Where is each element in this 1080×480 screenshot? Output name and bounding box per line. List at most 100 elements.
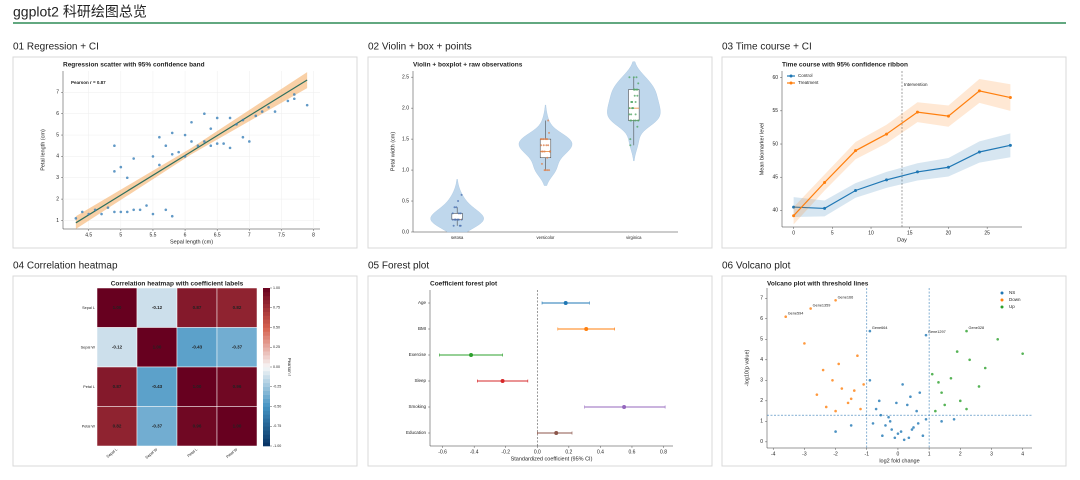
x-tick-label: 3 [990, 451, 993, 457]
cell-label: 0.87 [113, 384, 122, 389]
point [151, 212, 155, 216]
colorbar-strip [263, 343, 270, 348]
y-tick-label: 1.5 [402, 136, 409, 142]
x-tick-label: -2 [833, 451, 838, 457]
x-tick-label: versicolor [537, 235, 556, 240]
point [634, 119, 637, 122]
point [977, 150, 981, 154]
point [887, 415, 890, 419]
point [125, 176, 129, 180]
point [542, 144, 545, 147]
y-tick-label: 1 [760, 419, 763, 425]
point [977, 385, 981, 388]
heatmap-cell [96, 406, 138, 447]
point [158, 135, 161, 139]
colorbar-tick-label: 0.75 [273, 306, 280, 310]
x-tick-label: 0 [792, 230, 795, 236]
heatmap-cell [216, 287, 258, 328]
point [965, 329, 968, 333]
gene-label: Gene328 [969, 326, 985, 330]
point [548, 150, 551, 153]
colorbar-strip [263, 303, 270, 309]
annotation: Pearson r = 0.87 [71, 80, 106, 85]
colorbar-tick-label: 0.25 [273, 345, 280, 349]
point [631, 100, 634, 103]
cell-label: -0.12 [112, 344, 123, 349]
cell-label: 0.96 [193, 423, 202, 428]
point [924, 417, 928, 421]
point [854, 149, 858, 153]
point [965, 407, 968, 411]
point [888, 420, 892, 423]
point [823, 181, 827, 185]
box [539, 138, 552, 158]
gene-label: Gene594 [788, 312, 804, 316]
event-label: Intervention [904, 82, 928, 87]
point [125, 210, 129, 214]
point [460, 193, 463, 196]
colorbar-strip [263, 315, 270, 320]
estimate [554, 431, 559, 435]
colorbar-strip [263, 418, 270, 423]
point [100, 212, 103, 216]
series-line [793, 144, 1011, 210]
point [877, 399, 881, 403]
point [457, 200, 460, 203]
point [977, 89, 981, 93]
point [113, 170, 116, 173]
point [895, 401, 898, 405]
legend-label: Control [798, 73, 813, 78]
colorbar-strip [263, 406, 270, 411]
point [946, 165, 950, 169]
point [958, 399, 962, 403]
chart-title: Violin + boxplot + raw observations [413, 62, 523, 69]
point [106, 206, 110, 209]
colorbar-strip [263, 359, 270, 364]
colorbar-strip [263, 331, 270, 336]
point [632, 76, 635, 79]
point [634, 113, 637, 116]
heatmap-cell [216, 406, 258, 447]
x-tick-label: 15 [907, 230, 913, 236]
x-tick-label: 0 [897, 451, 900, 457]
point [952, 417, 956, 421]
point [460, 218, 463, 221]
colorbar-strip [263, 311, 270, 316]
panel-label: 02 Violin + box + points [368, 42, 472, 53]
point [215, 142, 219, 145]
point [996, 337, 1000, 341]
point [792, 214, 796, 218]
point [940, 420, 943, 423]
point [451, 212, 454, 215]
y-tick-label: 5 [56, 132, 59, 138]
point [907, 436, 911, 440]
point [849, 397, 853, 401]
point [228, 116, 232, 120]
point [834, 299, 837, 302]
point [636, 125, 639, 128]
x-tick-label: -0.2 [501, 449, 510, 455]
legend-label: NS [1009, 290, 1015, 295]
point [916, 422, 920, 425]
point [119, 210, 123, 214]
y-tick-label: 3 [56, 175, 59, 181]
point [540, 138, 543, 141]
point [170, 131, 174, 135]
point [203, 140, 206, 143]
page-title: ggplot2 科研绘图总览 [13, 4, 147, 20]
panel-label: 06 Volcano plot [722, 261, 791, 272]
cell-label: -0.12 [152, 305, 163, 310]
point [840, 387, 844, 390]
cell-label: 1.00 [193, 384, 202, 389]
point [881, 434, 884, 437]
point [183, 133, 187, 137]
point [164, 208, 168, 212]
point [158, 163, 161, 167]
point [138, 208, 142, 212]
point [93, 208, 97, 212]
point [203, 112, 206, 116]
point [890, 428, 894, 431]
y-tick-label: 1.0 [402, 167, 409, 173]
point [548, 131, 551, 134]
point [1021, 352, 1024, 355]
